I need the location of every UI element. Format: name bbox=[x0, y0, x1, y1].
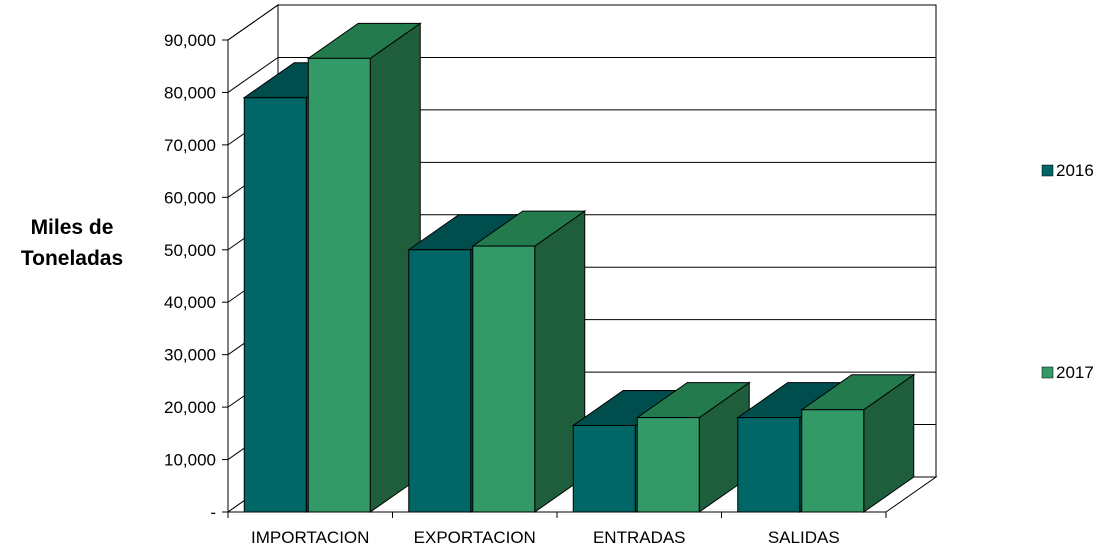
bar-front bbox=[472, 245, 536, 513]
x-category-label: ENTRADAS bbox=[593, 528, 686, 547]
y-axis-title-line: Toneladas bbox=[21, 247, 123, 270]
bar-2017-3 bbox=[800, 373, 916, 513]
y-tick-label: 70,000 bbox=[164, 136, 216, 155]
bar-front bbox=[408, 249, 472, 513]
x-category-label: EXPORTACION bbox=[414, 528, 536, 547]
bar-front bbox=[801, 409, 865, 513]
legend: 2016 2017 bbox=[1041, 161, 1094, 382]
bar-front bbox=[307, 57, 371, 513]
y-axis-title: Miles de Toneladas bbox=[21, 216, 123, 270]
y-tick-label: 90,000 bbox=[164, 31, 216, 50]
y-tick-label: 80,000 bbox=[164, 83, 216, 102]
gridline bbox=[227, 4, 936, 41]
bars bbox=[242, 22, 916, 513]
y-tick-label: 50,000 bbox=[164, 241, 216, 260]
y-tick-label: - bbox=[210, 503, 216, 522]
y-axis-ticks: - 10,000 20,000 30,000 40,000 50,000 60,000 70,… bbox=[164, 31, 229, 522]
bar-2017-0 bbox=[306, 22, 422, 513]
y-axis-title-line: Miles de bbox=[31, 216, 114, 239]
y-tick-label: 10,000 bbox=[164, 451, 216, 470]
legend-label-2017: 2017 bbox=[1056, 363, 1094, 382]
y-tick-label: 40,000 bbox=[164, 293, 216, 312]
bar-front bbox=[243, 97, 307, 513]
y-tick-label: 20,000 bbox=[164, 398, 216, 417]
gridline bbox=[227, 56, 936, 93]
x-category-label: IMPORTACION bbox=[251, 528, 369, 547]
bar-front bbox=[737, 417, 801, 513]
bar-2017-1 bbox=[471, 210, 587, 513]
bar-front bbox=[636, 417, 700, 513]
x-axis-categories: IMPORTACION EXPORTACION ENTRADAS SALIDAS bbox=[227, 511, 887, 547]
legend-swatch-2017 bbox=[1041, 366, 1054, 379]
x-category-label: SALIDAS bbox=[768, 528, 840, 547]
legend-swatch-2016 bbox=[1041, 164, 1054, 177]
y-tick-label: 30,000 bbox=[164, 346, 216, 365]
bar-front bbox=[572, 424, 636, 513]
y-tick-label: 60,000 bbox=[164, 188, 216, 207]
legend-label-2016: 2016 bbox=[1056, 161, 1094, 180]
bar-2017-2 bbox=[635, 381, 751, 513]
